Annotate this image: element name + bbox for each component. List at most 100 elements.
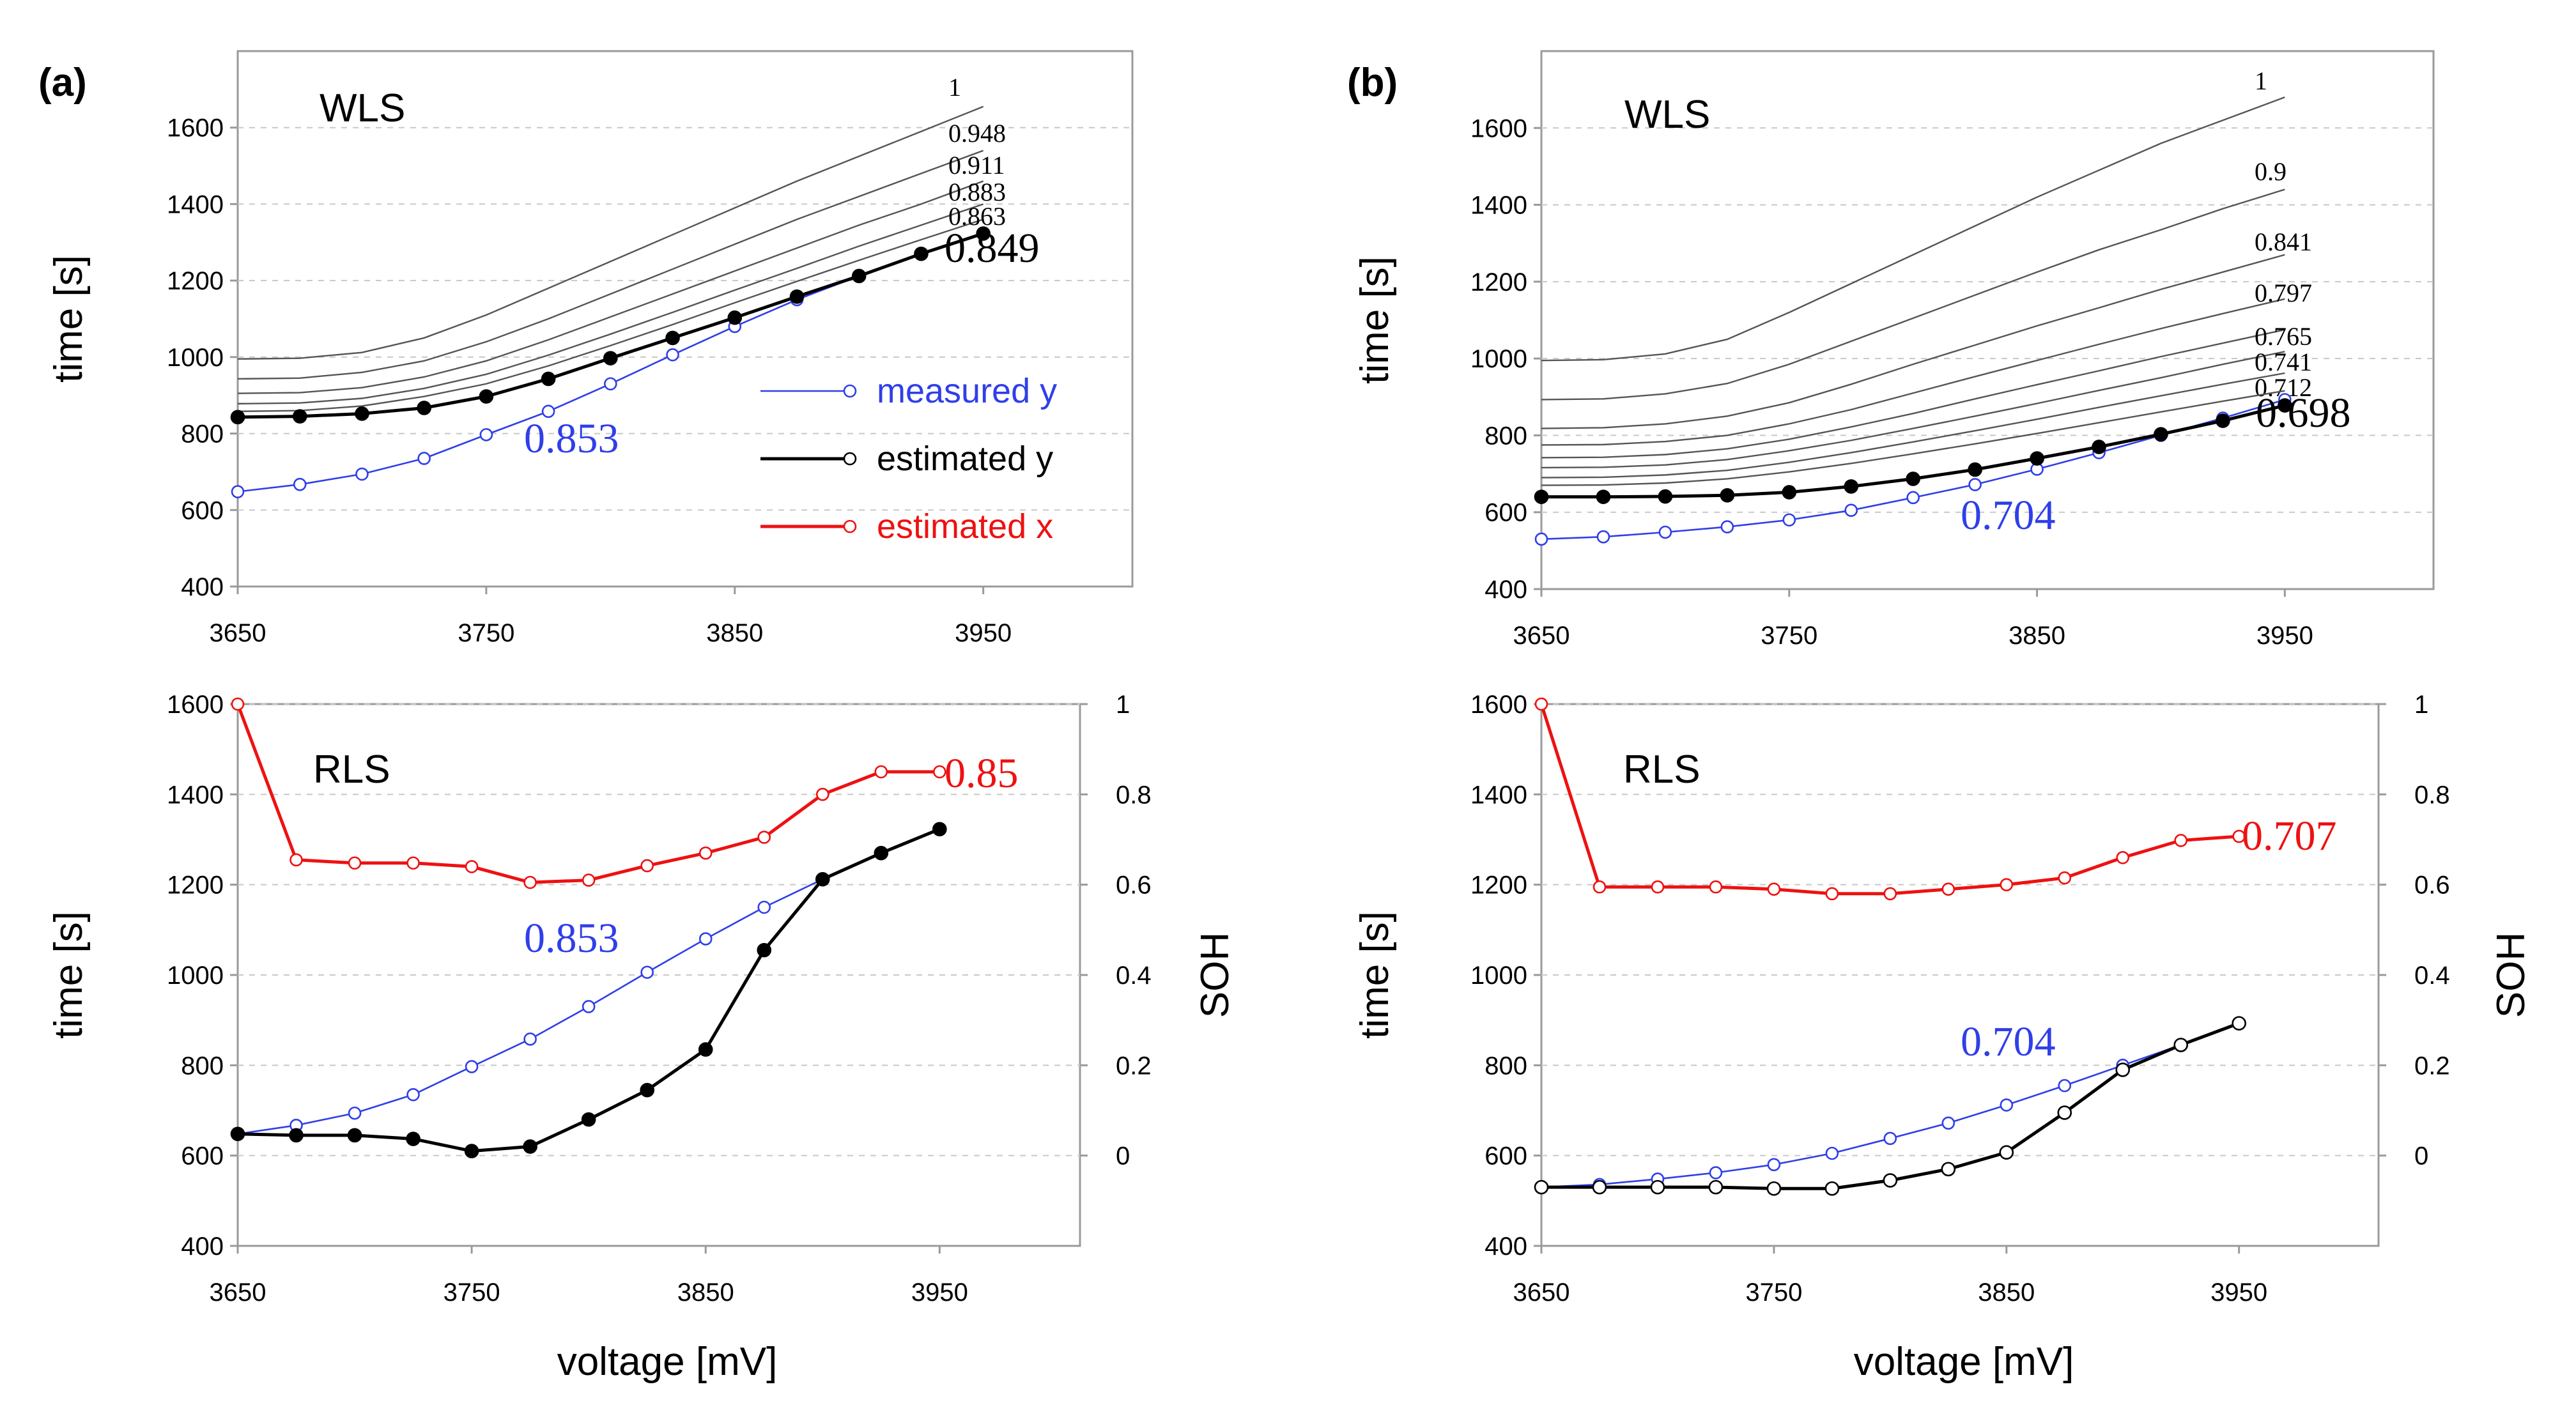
estimated-x-point	[1651, 880, 1665, 894]
estimated-y-point	[479, 389, 494, 404]
estimated-y-point	[2092, 440, 2106, 454]
measured-y-point	[541, 404, 555, 418]
estimated-x-point	[1593, 880, 1607, 894]
y-tick-label: 1000	[167, 344, 224, 372]
measured-y-point	[1844, 503, 1858, 518]
x-tick-label: 3650	[210, 619, 266, 647]
y-tick-label: 600	[181, 496, 224, 525]
estimated-y-point	[289, 1128, 304, 1143]
y-tick-label: 1200	[167, 871, 224, 900]
x-tick-label: 3650	[1513, 1278, 1570, 1307]
reference-curve-label: 0.841	[2255, 227, 2312, 256]
y-tick-label: 800	[181, 1052, 224, 1080]
estimated-x-point	[1941, 882, 1955, 896]
x-tick-label: 3750	[1745, 1278, 1802, 1307]
estimated-x-point	[2058, 871, 2072, 885]
estimated-y-point	[1844, 479, 1859, 494]
measured-y-point	[757, 900, 771, 914]
value-annotation: 0.704	[1961, 1018, 2056, 1065]
y-tick-label: 400	[181, 573, 224, 601]
measured-y-point	[231, 485, 245, 498]
reference-curve	[1541, 298, 2285, 446]
estimated-x-point	[2000, 878, 2014, 891]
y-axis-label: time [s]	[47, 911, 91, 1039]
estimated-y-point	[1883, 1173, 1898, 1188]
measured-y-point	[348, 1106, 362, 1120]
reference-curve	[237, 180, 984, 394]
value-annotation: 0.707	[2242, 813, 2337, 859]
reference-curve	[1541, 254, 2285, 429]
y-tick-label: 1400	[167, 781, 224, 809]
x-tick-label: 3850	[1978, 1278, 2035, 1307]
x-tick-label: 3650	[1513, 622, 1570, 650]
measured-y-point	[1782, 513, 1796, 527]
estimated-y-point	[1596, 489, 1611, 504]
y-tick-label: 1600	[167, 691, 224, 719]
measured-y-point	[1720, 520, 1734, 533]
y-axis-label: time [s]	[47, 255, 91, 383]
reference-curve	[1541, 372, 2285, 479]
x-tick-label: 3850	[706, 619, 763, 647]
estimated-y-point	[2115, 1063, 2131, 1077]
reference-curve-label: 0.948	[948, 119, 1006, 148]
estimated-y-point	[1658, 489, 1673, 504]
estimated-x-point	[231, 697, 245, 711]
measured-y-point	[465, 1060, 479, 1073]
x-axis-label-left: voltage [mV]	[557, 1340, 778, 1384]
estimated-x-point	[2174, 834, 2187, 847]
estimated-x-point	[874, 765, 888, 779]
value-annotation: 0.849	[945, 225, 1040, 272]
reference-curve-label: 0.883	[948, 178, 1006, 206]
value-annotation: 0.704	[1961, 492, 2056, 539]
estimated-x-point	[523, 875, 537, 889]
panel-tag: (a)	[38, 61, 87, 105]
x-tick-label: 3750	[443, 1278, 500, 1307]
value-annotation: 0.85	[945, 750, 1019, 797]
legend-label: estimated x	[877, 507, 1053, 546]
y-tick-label: 1000	[1470, 345, 1527, 373]
estimated-y-point	[541, 371, 556, 387]
legend-marker	[843, 452, 857, 466]
estimated-x-point	[933, 765, 946, 779]
plot-frame	[1540, 50, 2435, 590]
measured-y-point	[1941, 1116, 1955, 1130]
method-label: RLS	[1623, 748, 1701, 792]
estimated-y-point	[406, 1132, 420, 1146]
reference-curve-label: 0.765	[2255, 322, 2312, 351]
x-tick-label: 3650	[210, 1278, 266, 1307]
estimated-y-point	[2216, 413, 2230, 428]
estimated-y-point	[1782, 485, 1797, 500]
y-tick-label: 800	[181, 420, 224, 449]
estimated-y-point	[581, 1112, 596, 1127]
estimated-x-point	[406, 856, 420, 870]
y2-tick-label: 1	[1116, 691, 1130, 719]
y-tick-label: 1400	[1470, 192, 1527, 220]
estimated-y-point	[976, 226, 991, 241]
x-tick-label: 3750	[1761, 622, 1817, 650]
estimated-y-point	[1592, 1179, 1607, 1195]
y2-tick-label: 0.8	[2414, 781, 2450, 809]
y2-tick-label: 0.4	[2414, 962, 2450, 990]
estimated-y-point	[1708, 1179, 1724, 1195]
estimated-y-point	[2057, 1105, 2072, 1120]
measured-y-point	[640, 965, 654, 979]
measured-y-point	[355, 467, 369, 481]
reference-curve	[237, 150, 984, 380]
measured-y-point	[293, 477, 307, 491]
estimated-y-point	[1766, 1181, 1782, 1196]
y-tick-label: 600	[1485, 1142, 1527, 1170]
y2-tick-label: 1	[2414, 691, 2428, 719]
estimated-y-point	[347, 1128, 362, 1143]
y2-tick-label: 0.8	[1116, 781, 1152, 809]
reference-curve	[237, 203, 984, 405]
y-tick-label: 1600	[1470, 691, 1527, 719]
reference-curve-label: 0.911	[948, 151, 1005, 180]
y-tick-label: 400	[181, 1232, 224, 1261]
reference-curve-label: 0.863	[948, 202, 1006, 231]
y-tick-label: 1600	[167, 114, 224, 142]
legend: measured y estimated y estimated x	[760, 372, 1057, 546]
legend-label: estimated y	[877, 440, 1053, 478]
method-label: WLS	[320, 86, 405, 130]
estimated-y-point	[1906, 472, 1920, 486]
measured-y-point	[1596, 530, 1610, 544]
